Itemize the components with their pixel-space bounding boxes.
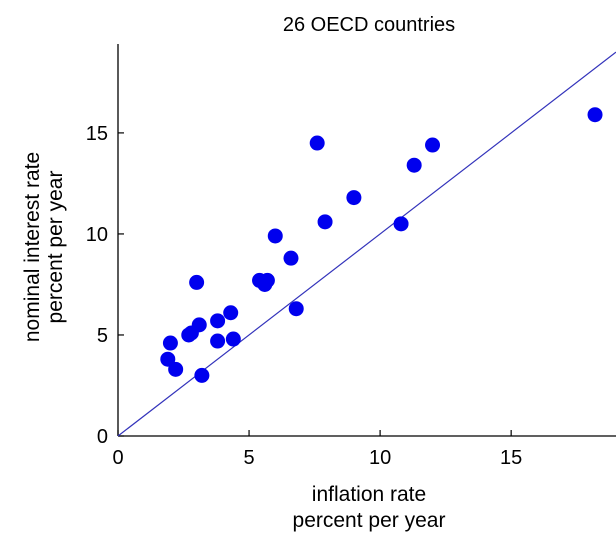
y-ticks: 0 5 10 15 <box>86 123 124 448</box>
x-tick-label: 15 <box>500 447 522 469</box>
x-axis-title-line-1: inflation rate <box>312 483 426 506</box>
y-tick-label: 5 <box>97 325 108 347</box>
data-point <box>267 228 283 244</box>
data-point <box>587 107 603 123</box>
data-point <box>283 250 299 266</box>
chart-title: 26 OECD countries <box>283 14 455 36</box>
y-tick-label: 0 <box>97 426 108 448</box>
data-point <box>317 214 333 230</box>
data-point <box>346 190 362 206</box>
data-point <box>259 272 275 288</box>
data-point <box>189 274 205 290</box>
data-point <box>210 333 226 349</box>
y-axis-title-line-1: nominal interest rate <box>21 152 44 342</box>
x-tick-label: 10 <box>369 447 391 469</box>
x-tick-label: 0 <box>112 447 123 469</box>
y-tick-label: 15 <box>86 123 108 145</box>
data-point <box>223 305 239 321</box>
data-point <box>288 301 304 317</box>
data-point <box>425 137 441 153</box>
data-points <box>160 107 603 383</box>
y-axis-title-line-2: percent per year <box>44 171 67 324</box>
data-point <box>406 157 422 173</box>
reference-line-group <box>117 51 616 437</box>
data-point <box>393 216 409 232</box>
data-point <box>162 335 178 351</box>
data-point <box>309 135 325 151</box>
x-axis-title-line-2: percent per year <box>293 509 446 532</box>
data-point <box>160 351 176 367</box>
x-tick-label: 5 <box>243 447 254 469</box>
y-tick-label: 10 <box>86 224 108 246</box>
data-point <box>194 367 210 383</box>
data-point <box>210 313 226 329</box>
data-point <box>191 317 207 333</box>
data-point <box>168 361 184 377</box>
x-ticks: 0 5 10 15 <box>112 430 522 469</box>
reference-line <box>117 51 616 437</box>
data-point <box>225 331 241 347</box>
